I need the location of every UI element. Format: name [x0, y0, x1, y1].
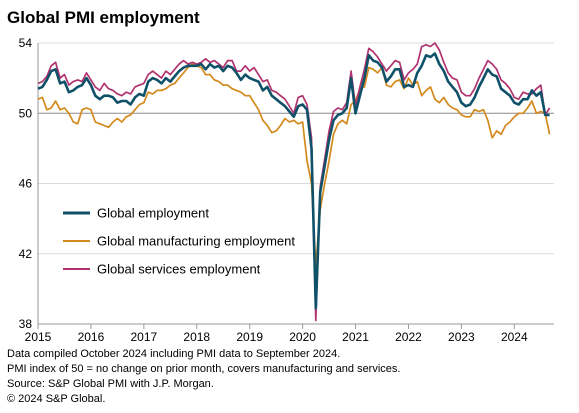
- y-tick-label: 50: [19, 106, 33, 120]
- note-copyright: © 2024 S&P Global.: [7, 393, 106, 405]
- axes: 38 42 46 50 54 2015 2016 2017 2018 2019 2020 2021 20…: [19, 36, 554, 344]
- legend-label-global-employment: Global employment: [97, 206, 209, 221]
- chart-notes: Data compiled October 2024 including PMI…: [7, 347, 400, 407]
- chart-title: Global PMI employment: [7, 8, 200, 27]
- x-tick-label: 2019: [236, 330, 263, 344]
- x-tick-label: 2017: [130, 330, 157, 344]
- x-tick-label: 2021: [342, 330, 369, 344]
- note-pmi-definition: PMI index of 50 = no change on prior mon…: [7, 363, 401, 375]
- note-source: Source: S&P Global PMI with J.P. Morgan.: [7, 378, 214, 390]
- y-tick-label: 42: [19, 247, 33, 261]
- x-tick-label: 2020: [289, 330, 316, 344]
- x-tick-label: 2015: [25, 330, 52, 344]
- y-tick-label: 46: [19, 177, 33, 191]
- series-layer: [37, 42, 551, 322]
- x-tick-label: 2016: [78, 330, 105, 344]
- global-services-employment-line: [37, 42, 551, 322]
- global-manufacturing-employment-line: [37, 63, 551, 267]
- y-tick-label: 38: [19, 317, 33, 331]
- x-tick-label: 2024: [501, 330, 528, 344]
- legend: Global employment Global manufacturing em…: [63, 206, 295, 277]
- legend-label-global-services-employment: Global services employment: [97, 262, 261, 277]
- x-tick-label: 2018: [183, 330, 210, 344]
- gridlines: [38, 42, 554, 255]
- x-tick-label: 2022: [395, 330, 422, 344]
- x-tick-label: 2023: [448, 330, 475, 344]
- y-tick-label: 54: [19, 36, 33, 50]
- note-data-compiled: Data compiled October 2024 including PMI…: [7, 348, 341, 360]
- legend-label-global-manufacturing-employment: Global manufacturing employment: [97, 234, 295, 249]
- global-employment-line: [37, 52, 550, 310]
